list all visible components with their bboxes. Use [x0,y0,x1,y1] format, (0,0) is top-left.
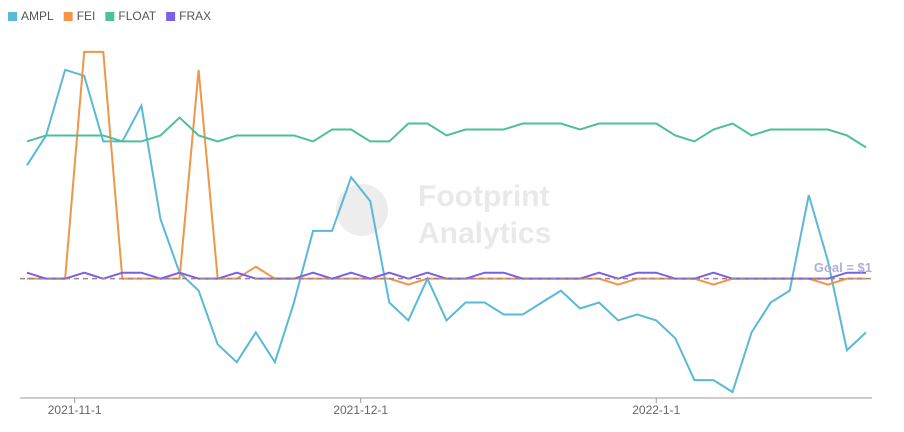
reference-label: Goal = $1 [814,260,872,275]
watermark-text: Analytics [418,217,551,250]
x-tick-label: 2022-1-1 [632,403,680,417]
legend-swatch [63,12,73,21]
watermark-text: Footprint [418,180,550,213]
watermark: Footprint Analytics [336,180,551,250]
x-tick-label: 2021-11-1 [48,403,102,417]
legend-label: FEI [77,9,96,23]
legend-swatch [166,12,176,21]
series-line [26,116,867,149]
legend-label: FLOAT [118,9,156,23]
legend-swatch [8,12,17,21]
x-tick-label: 2021-12-1 [333,403,388,417]
legend-label: FRAX [179,9,211,23]
legend-swatch [105,12,115,21]
legend-label: AMPL [21,9,54,23]
series-line [26,68,867,394]
